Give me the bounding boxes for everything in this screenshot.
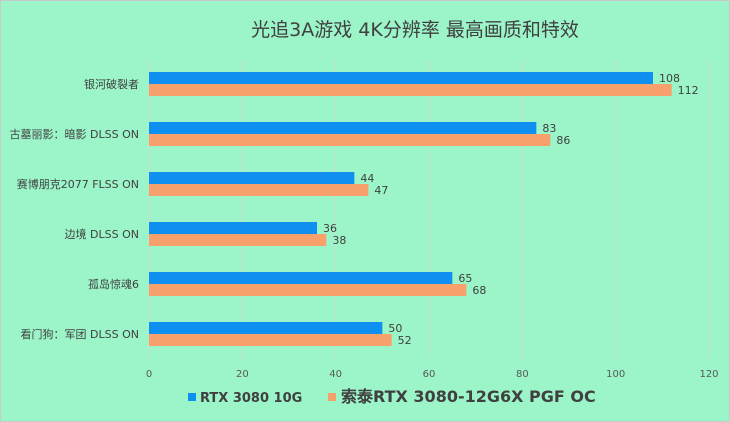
x-tick-label: 20 <box>236 369 249 380</box>
category-label: 孤岛惊魂6 <box>88 277 139 291</box>
data-label: 112 <box>678 84 699 97</box>
bar <box>149 284 467 296</box>
bars <box>149 72 672 346</box>
x-tick-labels: 0 20 40 60 80 100 120 <box>146 369 719 380</box>
x-tick-label: 80 <box>516 369 529 380</box>
x-tick-label: 0 <box>146 369 152 380</box>
category-label: 看门狗：军团 DLSS ON <box>21 327 139 341</box>
bar <box>149 134 551 146</box>
data-label: 38 <box>332 234 346 247</box>
x-tick-label: 100 <box>606 369 625 380</box>
data-label: 68 <box>472 284 486 297</box>
grid-lines <box>148 59 710 359</box>
category-label: 银河破裂者 <box>84 77 139 91</box>
data-label: 36 <box>323 222 337 235</box>
bar <box>149 234 327 246</box>
legend: RTX 3080 10G 索泰RTX 3080-12G6X PGF OC <box>188 387 596 406</box>
bar <box>149 334 392 346</box>
data-label: 50 <box>388 322 402 335</box>
bar <box>149 184 369 196</box>
legend-label: RTX 3080 10G <box>200 391 302 406</box>
bar <box>149 272 453 284</box>
x-tick-label: 120 <box>699 369 718 380</box>
legend-swatch <box>188 393 196 401</box>
data-label: 86 <box>556 134 570 147</box>
chart-title: 光追3A游戏 4K分辨率 最高画质和特效 <box>251 19 579 41</box>
legend-swatch <box>328 393 336 401</box>
data-label: 52 <box>398 334 412 347</box>
data-label: 83 <box>542 122 556 135</box>
bar <box>149 84 672 96</box>
bar <box>149 322 383 334</box>
data-label: 47 <box>374 184 388 197</box>
category-label: 边境 DLSS ON <box>65 227 139 241</box>
x-tick-label: 40 <box>329 369 342 380</box>
category-label: 赛博朋克2077 FLSS ON <box>17 177 139 191</box>
data-label: 108 <box>659 72 680 85</box>
data-label: 44 <box>360 172 374 185</box>
bar <box>149 72 653 84</box>
bar <box>149 122 537 134</box>
legend-label: 索泰RTX 3080-12G6X PGF OC <box>341 387 596 406</box>
x-tick-label: 60 <box>423 369 436 380</box>
category-label: 古墓丽影：暗影 DLSS ON <box>10 127 139 141</box>
bar <box>149 172 355 184</box>
bar <box>149 222 317 234</box>
data-label: 65 <box>458 272 472 285</box>
